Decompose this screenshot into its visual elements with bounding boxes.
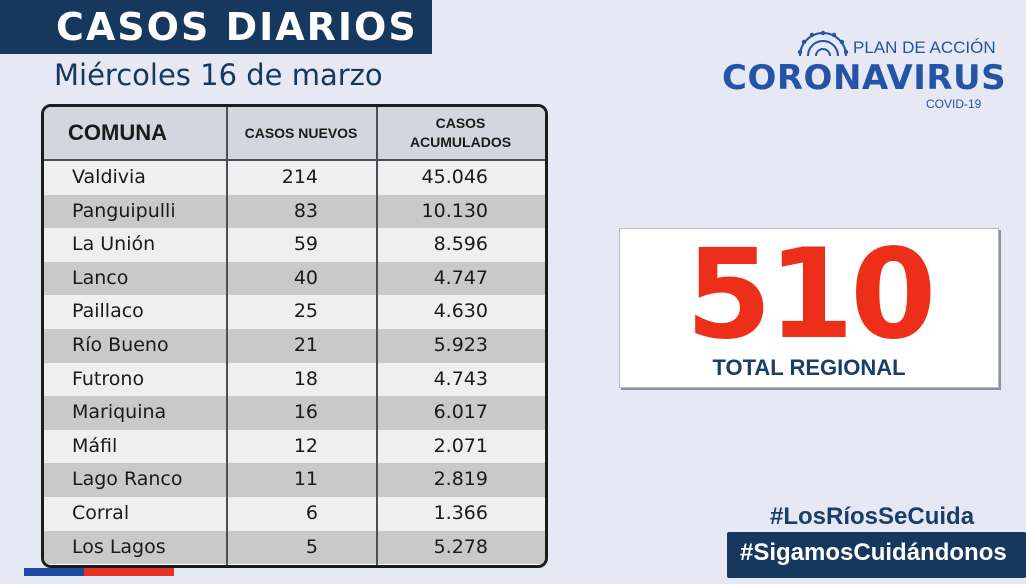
footer-stripe-blue <box>24 568 84 576</box>
total-regional-value: 510 <box>685 223 937 367</box>
coronavirus-icon <box>797 30 849 57</box>
header-casos-nuevos: CASOS NUEVOS <box>244 125 358 141</box>
logo-plan-text: PLAN DE ACCIÓN <box>853 38 996 57</box>
total-regional-card: 510 TOTAL REGIONAL <box>619 228 999 388</box>
cell-casos-acumulados: 4.743 <box>433 367 488 390</box>
hashtag-sigamos: #SigamosCuidándonos <box>740 539 1007 566</box>
table-row: Río Bueno 21 5.923 <box>44 328 545 363</box>
cell-casos-nuevos: 83 <box>293 199 318 222</box>
table-row: Lanco 40 4.747 <box>44 261 545 296</box>
cell-casos-nuevos: 21 <box>293 333 318 356</box>
cell-casos-nuevos: 12 <box>293 434 318 457</box>
table-row: Los Lagos 5 5.278 <box>44 530 545 565</box>
table-row: Mariquina 16 6.017 <box>44 396 545 430</box>
cell-casos-nuevos: 6 <box>305 501 318 524</box>
header-acum-line2: ACUMULADOS <box>409 134 512 150</box>
table-body: Valdivia 214 45.046 Panguipulli 83 10.130 La U… <box>44 161 545 565</box>
logo-coronavirus-text: CORONAVIRUS <box>722 58 1007 98</box>
cell-casos-acumulados: 5.278 <box>433 535 488 558</box>
cell-casos-acumulados: 1.366 <box>433 501 488 524</box>
cell-comuna: Los Lagos <box>72 535 166 558</box>
cell-casos-acumulados: 6.017 <box>433 401 488 424</box>
cell-casos-nuevos: 59 <box>293 233 318 256</box>
cell-comuna: La Unión <box>72 233 156 256</box>
table-row: Futrono 18 4.743 <box>44 362 545 397</box>
cell-casos-acumulados: 8.596 <box>433 233 488 256</box>
cell-casos-nuevos: 5 <box>305 535 318 558</box>
header-casos-acumulados: CASOS ACUMULADOS <box>376 107 545 159</box>
cell-casos-nuevos: 40 <box>293 266 318 289</box>
cell-comuna: Corral <box>72 501 130 524</box>
column-divider <box>226 107 228 565</box>
cell-comuna: Paillaco <box>72 300 144 323</box>
table-header: COMUNA CASOS NUEVOS CASOS ACUMULADOS <box>44 107 545 161</box>
cell-comuna: Panguipulli <box>72 199 176 222</box>
plan-coronavirus-logo: PLAN DE ACCIÓN CORONAVIRUS COVID-19 <box>720 28 1006 114</box>
cell-comuna: Lago Ranco <box>72 468 183 491</box>
report-date: Miércoles 16 de marzo <box>54 58 383 92</box>
cell-casos-nuevos: 25 <box>293 300 318 323</box>
cell-comuna: Mariquina <box>72 401 167 424</box>
cell-comuna: Río Bueno <box>72 333 169 356</box>
table-row: Panguipulli 83 10.130 <box>44 194 545 229</box>
table-row: Lago Ranco 11 2.819 <box>44 463 545 497</box>
cell-comuna: Máfil <box>72 434 118 457</box>
table-row: Valdivia 214 45.046 <box>44 161 545 195</box>
header-acum-line1: CASOS <box>435 115 486 131</box>
table-row: Máfil 12 2.071 <box>44 429 545 464</box>
title-banner: CASOS DIARIOS <box>0 0 432 54</box>
cell-comuna: Futrono <box>72 367 145 390</box>
cell-comuna: Valdivia <box>72 166 146 188</box>
hashtag-banner: #SigamosCuidándonos <box>727 532 1026 578</box>
cell-comuna: Lanco <box>72 266 129 289</box>
cell-casos-acumulados: 2.819 <box>433 468 488 491</box>
cases-table: COMUNA CASOS NUEVOS CASOS ACUMULADOS Val… <box>41 104 548 568</box>
column-divider <box>376 107 378 565</box>
cell-casos-acumulados: 10.130 <box>421 199 488 222</box>
table-row: Paillaco 25 4.630 <box>44 295 545 329</box>
total-regional-label: TOTAL REGIONAL <box>712 355 906 380</box>
table-row: La Unión 59 8.596 <box>44 228 545 262</box>
cell-casos-nuevos: 16 <box>293 401 318 424</box>
cell-casos-acumulados: 4.747 <box>433 266 488 289</box>
cell-casos-nuevos: 18 <box>293 367 318 390</box>
cell-casos-acumulados: 4.630 <box>433 300 488 323</box>
logo-covid-text: COVID-19 <box>926 97 982 111</box>
cell-casos-acumulados: 45.046 <box>421 166 488 188</box>
cell-casos-nuevos: 214 <box>281 166 318 188</box>
table-row: Corral 6 1.366 <box>44 496 545 531</box>
cell-casos-nuevos: 11 <box>293 468 318 491</box>
hashtag-los-rios: #LosRíosSeCuida <box>770 503 975 530</box>
footer-stripe-red <box>84 568 174 576</box>
page-title: CASOS DIARIOS <box>56 5 418 49</box>
cell-casos-acumulados: 5.923 <box>433 333 488 356</box>
cell-casos-acumulados: 2.071 <box>433 434 488 457</box>
header-comuna: COMUNA <box>68 120 167 145</box>
